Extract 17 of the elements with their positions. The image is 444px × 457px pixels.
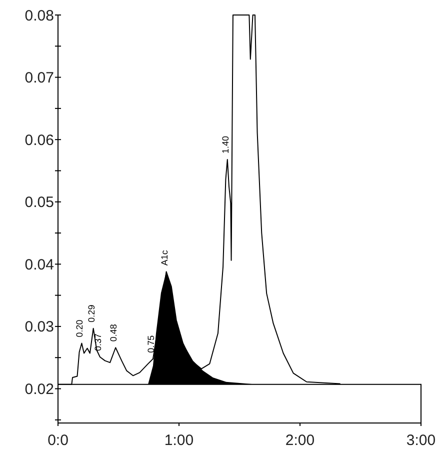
annotation: 0.75 xyxy=(146,335,156,353)
x-tick-label: 1:00 xyxy=(164,432,194,449)
x-tick-label: 0:0 xyxy=(48,432,68,449)
annotation: 0.48 xyxy=(108,324,119,342)
y-tick-label: 0.05 xyxy=(24,194,54,212)
annotation: A1c xyxy=(159,250,170,266)
annotation: 0.29 xyxy=(86,304,96,322)
y-tick-label: 0.03 xyxy=(24,318,54,336)
annotation: 1.40 xyxy=(220,136,230,154)
y-tick-label: 0.08 xyxy=(24,7,54,24)
y-tick-label: 0.07 xyxy=(24,70,54,87)
x-tick-label: 2:00 xyxy=(285,432,315,449)
y-tick-label: 0.06 xyxy=(24,132,54,149)
x-tick-label: 3:00 xyxy=(406,432,436,449)
y-tick-label: 0.04 xyxy=(24,256,54,274)
y-tick-label: 0.02 xyxy=(24,380,54,398)
annotation: 0.20 xyxy=(74,320,85,338)
